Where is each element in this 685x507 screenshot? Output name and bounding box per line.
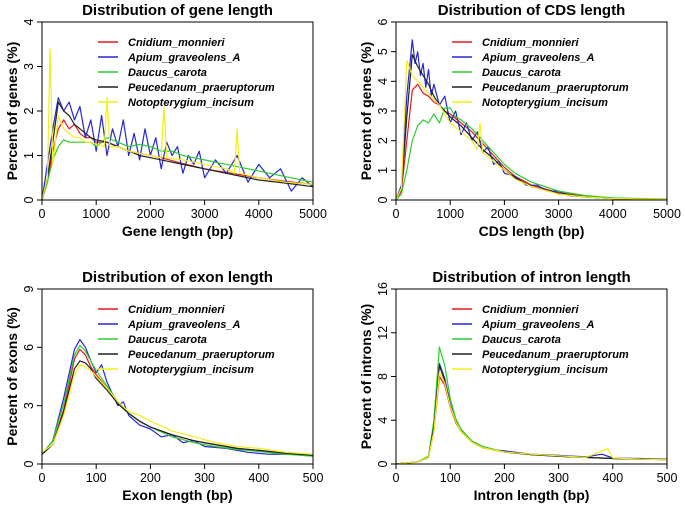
y-axis-label: Percent of genes (%) <box>358 42 374 180</box>
x-tick-label: 300 <box>548 471 569 485</box>
chart-title: Distribution of CDS length <box>438 2 625 19</box>
legend-label: Apium_graveolens_A <box>127 319 241 331</box>
y-tick-label: 2 <box>22 107 36 114</box>
series-line-peucedanum-praeruptorum <box>42 360 313 456</box>
x-tick-label: 500 <box>303 471 324 485</box>
x-tick-label: 0 <box>393 471 400 485</box>
x-tick-label: 500 <box>657 471 678 485</box>
legend-label: Daucus_carota <box>128 67 207 79</box>
x-tick-label: 1000 <box>436 207 464 221</box>
y-tick-label: 0 <box>376 196 390 203</box>
chart-panel-3: Distribution of intron length 0 100 200 300 4… <box>358 269 677 503</box>
x-tick-label: 100 <box>86 471 107 485</box>
series-line-notopterygium-incisum <box>396 60 667 200</box>
x-axis-label: Intron length (bp) <box>474 487 590 503</box>
y-tick-label: 4 <box>376 78 390 85</box>
x-axis-label: Gene length (bp) <box>122 223 233 239</box>
series-line-notopterygium-incisum <box>396 371 667 464</box>
legend-label: Apium_graveolens_A <box>127 52 241 64</box>
legend-label: Notopterygium_incisum <box>128 364 254 376</box>
y-tick-label: 5 <box>376 48 390 55</box>
y-tick-label: 6 <box>376 18 390 25</box>
legend-label: Daucus_carota <box>128 334 207 346</box>
x-tick-label: 3000 <box>545 207 573 221</box>
legend-label: Peucedanum_praeruptorum <box>128 82 275 94</box>
series-line-apium-graveolens-a <box>42 97 313 200</box>
chart-panel-1: Distribution of CDS length 0 1000 2000 3000 4… <box>358 2 681 239</box>
y-tick-label: 4 <box>376 417 390 424</box>
chart-title: Distribution of exon length <box>82 269 273 286</box>
y-tick-label: 4 <box>22 18 36 25</box>
y-tick-label: 0 <box>376 460 390 467</box>
chart-panel-2: Distribution of exon length 0 100 200 300 400… <box>4 269 323 503</box>
y-tick-label: 1 <box>376 167 390 174</box>
chart-title: Distribution of intron length <box>432 269 630 286</box>
x-tick-label: 3000 <box>191 207 219 221</box>
x-tick-label: 0 <box>393 207 400 221</box>
chart-title: Distribution of gene length <box>82 2 273 19</box>
x-tick-label: 5000 <box>299 207 327 221</box>
y-tick-label: 3 <box>22 63 36 70</box>
series-line-cnidium-monnieri <box>396 83 667 200</box>
y-axis-label: Percent of genes (%) <box>4 42 20 180</box>
x-tick-label: 200 <box>494 471 515 485</box>
y-tick-label: 8 <box>376 373 390 380</box>
y-tick-label: 0 <box>22 460 36 467</box>
series-line-cnidium-monnieri <box>42 119 313 200</box>
x-tick-label: 2000 <box>136 207 164 221</box>
series-line-daucus-carota <box>42 344 313 457</box>
x-tick-label: 0 <box>39 471 46 485</box>
x-tick-label: 300 <box>194 471 215 485</box>
y-tick-label: 3 <box>22 402 36 409</box>
y-axis-label: Percent of introns (%) <box>358 304 374 449</box>
y-tick-label: 3 <box>376 107 390 114</box>
plot-frame <box>41 288 314 465</box>
y-tick-label: 0 <box>22 196 36 203</box>
x-tick-label: 0 <box>39 207 46 221</box>
y-tick-label: 16 <box>376 282 390 296</box>
series-line-peucedanum-praeruptorum <box>42 101 313 200</box>
series-line-daucus-carota <box>42 137 313 200</box>
x-tick-label: 100 <box>440 471 461 485</box>
chart-panel-0: Distribution of gene length 0 1000 2000 3000… <box>4 2 327 239</box>
series-line-notopterygium-incisum <box>42 48 313 200</box>
legend-label: Cnidium_monnieri <box>128 37 226 49</box>
legend-label: Notopterygium_incisum <box>128 97 254 109</box>
x-tick-label: 5000 <box>653 207 681 221</box>
y-axis-label: Percent of exons (%) <box>4 307 20 445</box>
legend-label: Notopterygium_incisum <box>482 97 608 109</box>
x-tick-label: 4000 <box>245 207 273 221</box>
legend-label: Peucedanum_praeruptorum <box>128 349 275 361</box>
legend-label: Cnidium_monnieri <box>128 304 226 316</box>
x-tick-label: 400 <box>602 471 623 485</box>
y-tick-label: 12 <box>376 326 390 340</box>
x-tick-label: 400 <box>248 471 269 485</box>
legend-label: Peucedanum_praeruptorum <box>482 349 629 361</box>
x-tick-label: 4000 <box>599 207 627 221</box>
legend-label: Daucus_carota <box>482 67 561 79</box>
x-axis-label: CDS length (bp) <box>479 223 585 239</box>
x-tick-label: 1000 <box>82 207 110 221</box>
legend-label: Cnidium_monnieri <box>482 304 580 316</box>
y-tick-label: 6 <box>22 344 36 351</box>
x-axis-label: Exon length (bp) <box>122 487 232 503</box>
series-line-notopterygium-incisum <box>42 364 313 455</box>
legend-label: Peucedanum_praeruptorum <box>482 82 629 94</box>
y-tick-label: 2 <box>376 137 390 144</box>
y-tick-label: 9 <box>22 285 36 292</box>
legend-label: Notopterygium_incisum <box>482 364 608 376</box>
y-tick-label: 1 <box>22 152 36 159</box>
legend-label: Cnidium_monnieri <box>482 37 580 49</box>
legend-label: Daucus_carota <box>482 334 561 346</box>
legend-label: Apium_graveolens_A <box>481 52 595 64</box>
series-line-daucus-carota <box>396 107 667 200</box>
legend-label: Apium_graveolens_A <box>481 319 595 331</box>
x-tick-label: 200 <box>140 471 161 485</box>
x-tick-label: 2000 <box>490 207 518 221</box>
